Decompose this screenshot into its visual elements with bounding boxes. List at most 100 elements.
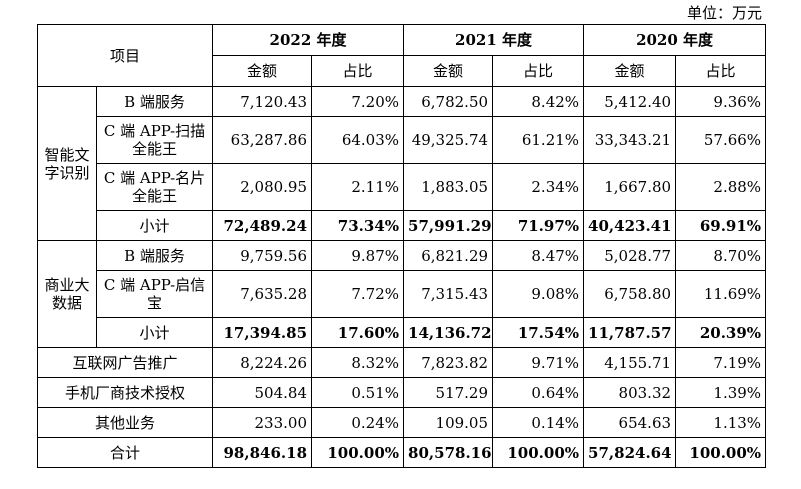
- amount-cell: 1,883.05: [403, 163, 494, 211]
- header-amount: 金额: [403, 55, 494, 87]
- amount-cell: 63,287.86: [212, 116, 313, 164]
- amount-cell: 57,824.64: [583, 437, 677, 468]
- amount-cell: 14,136.72: [403, 317, 494, 348]
- amount-cell: 9,759.56: [212, 240, 313, 271]
- amount-cell: 7,823.82: [403, 347, 494, 378]
- amount-cell: 17,394.85: [212, 317, 313, 348]
- amount-cell: 504.84: [212, 377, 313, 408]
- amount-cell: 98,846.18: [212, 437, 313, 468]
- table-row: 手机厂商技术授权 504.84 0.51% 517.29 0.64% 803.32 1.39…: [36, 377, 767, 408]
- ratio-cell: 2.11%: [311, 163, 405, 211]
- ratio-cell: 7.72%: [311, 270, 405, 318]
- ratio-cell: 8.70%: [675, 240, 767, 271]
- amount-cell: 654.63: [583, 407, 677, 438]
- ratio-cell: 61.21%: [492, 116, 585, 164]
- ratio-cell: 20.39%: [675, 317, 767, 348]
- ratio-cell: 0.51%: [311, 377, 405, 408]
- ratio-cell: 9.71%: [492, 347, 585, 378]
- ratio-cell: 73.34%: [311, 210, 405, 241]
- ratio-cell: 9.08%: [492, 270, 585, 318]
- amount-cell: 49,325.74: [403, 116, 494, 164]
- subtotal-label: 小计: [95, 317, 214, 348]
- ratio-cell: 7.20%: [311, 86, 405, 117]
- amount-cell: 7,315.43: [403, 270, 494, 318]
- ratio-cell: 17.54%: [492, 317, 585, 348]
- ratio-cell: 1.13%: [675, 407, 767, 438]
- amount-cell: 40,423.41: [583, 210, 677, 241]
- ratio-cell: 8.32%: [311, 347, 405, 378]
- ratio-cell: 0.14%: [492, 407, 585, 438]
- ratio-cell: 57.66%: [675, 116, 767, 164]
- header-year-2021: 2021 年度: [403, 24, 585, 56]
- row-label: 手机厂商技术授权: [36, 377, 214, 408]
- table-row: 互联网广告推广 8,224.26 8.32% 7,823.82 9.71% 4,155.7…: [36, 347, 767, 378]
- ratio-cell: 11.69%: [675, 270, 767, 318]
- amount-cell: 1,667.80: [583, 163, 677, 211]
- ratio-cell: 2.34%: [492, 163, 585, 211]
- row-label: B 端服务: [95, 240, 214, 271]
- ratio-cell: 2.88%: [675, 163, 767, 211]
- table-row: 其他业务 233.00 0.24% 109.05 0.14% 654.63 1.13%: [36, 407, 767, 438]
- amount-cell: 6,782.50: [403, 86, 494, 117]
- amount-cell: 80,578.16: [403, 437, 494, 468]
- ratio-cell: 9.87%: [311, 240, 405, 271]
- amount-cell: 7,635.28: [212, 270, 313, 318]
- header-row-years: 项目 2022 年度 2021 年度 2020 年度: [36, 24, 767, 87]
- ratio-cell: 7.19%: [675, 347, 767, 378]
- amount-cell: 109.05: [403, 407, 494, 438]
- header-item: 项目: [36, 24, 214, 87]
- ratio-cell: 100.00%: [311, 437, 405, 468]
- row-label: 互联网广告推广: [36, 347, 214, 378]
- amount-cell: 6,758.80: [583, 270, 677, 318]
- group-label: 智能文字识别: [37, 86, 97, 241]
- row-label: C 端 APP-启信宝: [95, 270, 214, 318]
- row-label: C 端 APP-扫描全能王: [95, 116, 214, 164]
- ratio-cell: 17.60%: [311, 317, 405, 348]
- row-label: 其他业务: [36, 407, 214, 438]
- header-amount: 金额: [583, 55, 677, 87]
- header-row-metrics: 金额 占比 金额 占比 金额 占比: [38, 55, 767, 87]
- unit-note: 单位：万元: [686, 4, 762, 22]
- amount-cell: 11,787.57: [583, 317, 677, 348]
- ratio-cell: 9.36%: [675, 86, 767, 117]
- ratio-cell: 71.97%: [492, 210, 585, 241]
- amount-cell: 8,224.26: [212, 347, 313, 378]
- group-label: 商业大数据: [37, 240, 97, 348]
- header-ratio: 占比: [675, 55, 767, 87]
- header-ratio: 占比: [492, 55, 585, 87]
- amount-cell: 5,028.77: [583, 240, 677, 271]
- subtotal-label: 小计: [95, 210, 214, 241]
- amount-cell: 33,343.21: [583, 116, 677, 164]
- table-row: 小计 17,394.85 17.60% 14,136.72 17.54% 11,787.5…: [38, 317, 767, 348]
- total-label: 合计: [36, 437, 214, 468]
- ratio-cell: 0.24%: [311, 407, 405, 438]
- ratio-cell: 100.00%: [675, 437, 767, 468]
- ratio-cell: 8.47%: [492, 240, 585, 271]
- amount-cell: 6,821.29: [403, 240, 494, 271]
- amount-cell: 803.32: [583, 377, 677, 408]
- header-amount: 金额: [212, 55, 313, 87]
- row-label: B 端服务: [95, 86, 214, 117]
- ratio-cell: 1.39%: [675, 377, 767, 408]
- table-row: 小计 72,489.24 73.34% 57,991.29 71.97% 40,423.4…: [38, 210, 767, 241]
- row-label: C 端 APP-名片全能王: [95, 163, 214, 211]
- table-row: 智能文字识别 B 端服务 7,120.43 7.20% 6,782.50 8.42% 5,4…: [37, 86, 767, 241]
- amount-cell: 57,991.29: [403, 210, 494, 241]
- amount-cell: 517.29: [403, 377, 494, 408]
- table-row: C 端 APP-名片全能王 2,080.95 2.11% 1,883.05 2.34% 1…: [38, 163, 767, 211]
- ratio-cell: 64.03%: [311, 116, 405, 164]
- table-row: 商业大数据 B 端服务 9,759.56 9.87% 6,821.29 8.47% 5,02…: [37, 240, 767, 348]
- amount-cell: 5,412.40: [583, 86, 677, 117]
- amount-cell: 4,155.71: [583, 347, 677, 378]
- table-row: C 端 APP-启信宝 7,635.28 7.72% 7,315.43 9.08% 6,7…: [38, 270, 767, 318]
- header-ratio: 占比: [311, 55, 405, 87]
- ratio-cell: 0.64%: [492, 377, 585, 408]
- amount-cell: 7,120.43: [212, 86, 313, 117]
- amount-cell: 72,489.24: [212, 210, 313, 241]
- revenue-breakdown-table: 项目 2022 年度 2021 年度 2020 年度 金额 占比 金额 占比 金…: [36, 24, 767, 468]
- header-year-2020: 2020 年度: [583, 24, 767, 56]
- amount-cell: 2,080.95: [212, 163, 313, 211]
- ratio-cell: 8.42%: [492, 86, 585, 117]
- header-year-2022: 2022 年度: [212, 24, 405, 56]
- ratio-cell: 100.00%: [492, 437, 585, 468]
